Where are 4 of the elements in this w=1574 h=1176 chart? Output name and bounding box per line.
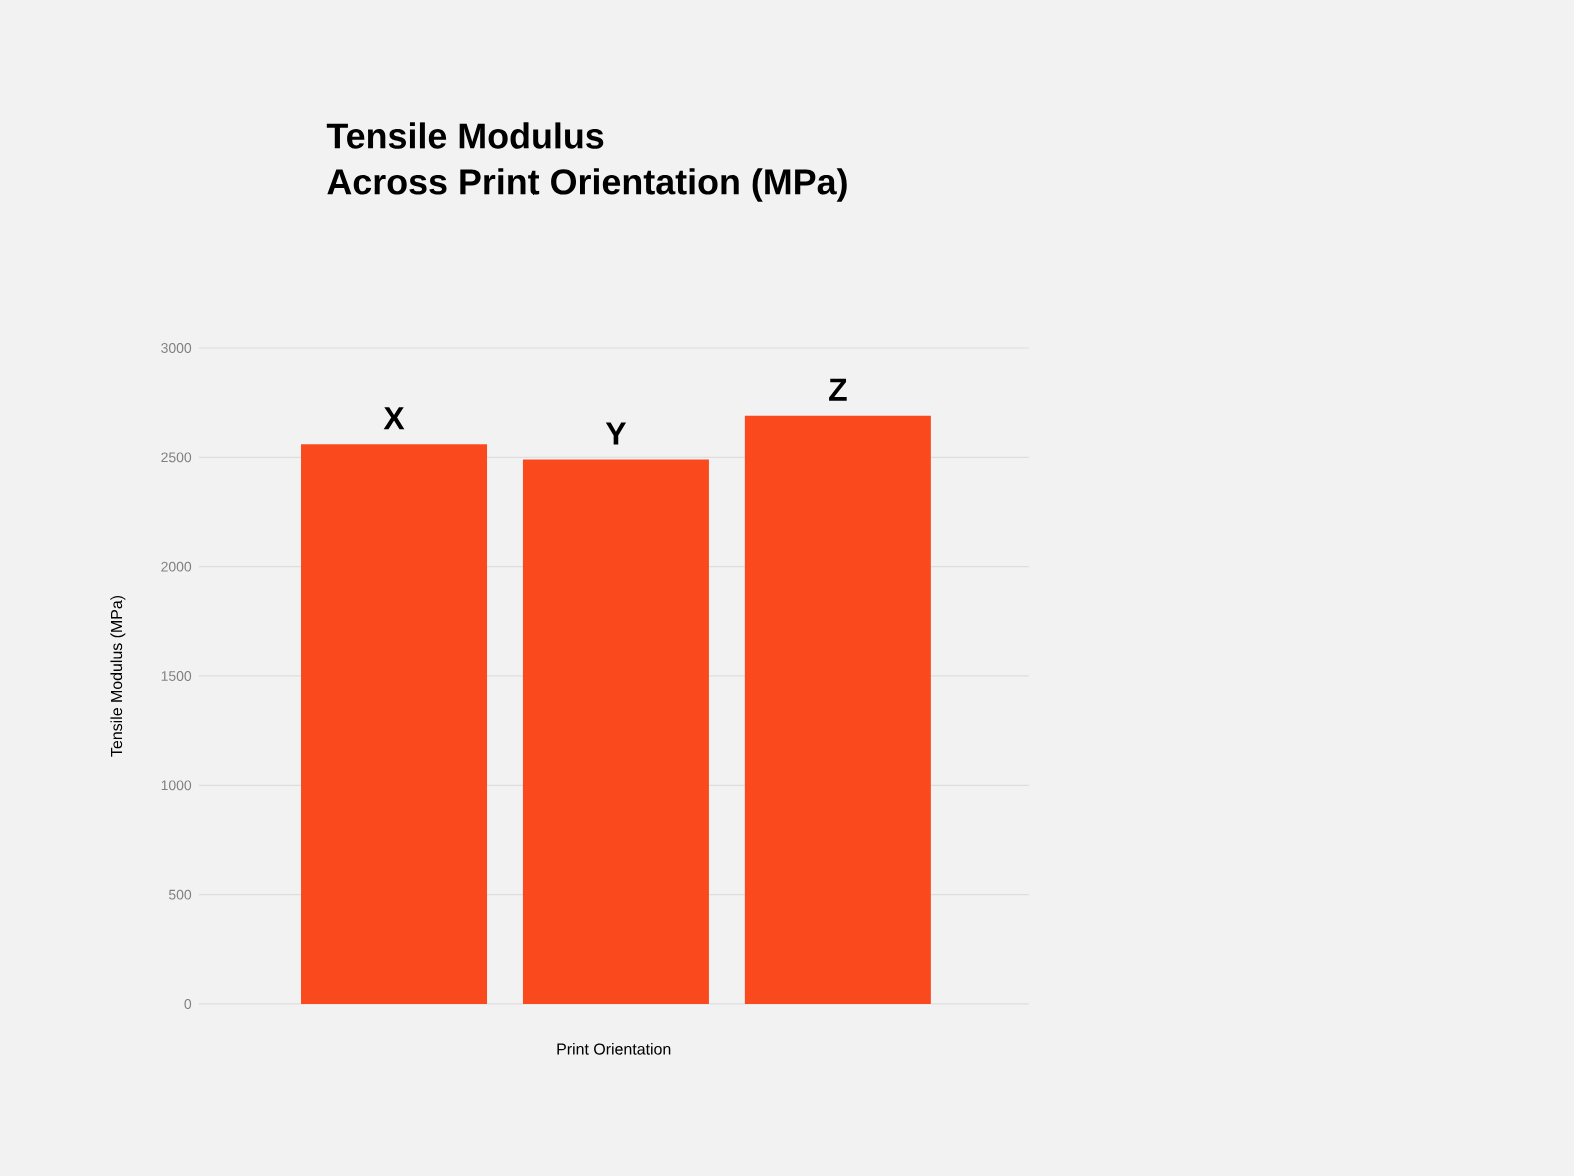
chart-title: Tensile Modulus Across Print Orientation (MPa) [326, 122, 847, 202]
x-tick-label: Y [605, 422, 627, 445]
x-tick-label: X [383, 407, 405, 430]
x-tick-label: Z [829, 378, 847, 401]
